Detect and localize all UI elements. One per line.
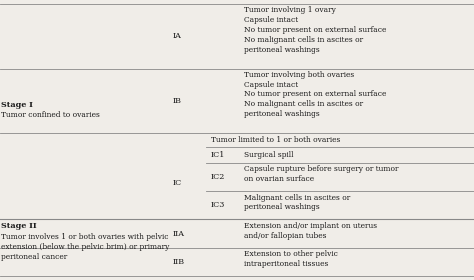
Text: Extension and/or implant on uterus
and/or fallopian tubes: Extension and/or implant on uterus and/o… — [244, 222, 377, 239]
Text: Extension to other pelvic
intraperitoneal tissues: Extension to other pelvic intraperitonea… — [244, 250, 338, 268]
Text: Stage I: Stage I — [1, 101, 33, 109]
Text: IIB: IIB — [173, 258, 185, 266]
Text: IC: IC — [173, 179, 182, 187]
Text: Tumor limited to 1 or both ovaries: Tumor limited to 1 or both ovaries — [211, 136, 340, 144]
Text: IA: IA — [173, 32, 182, 40]
Text: Stage II: Stage II — [1, 222, 36, 230]
Text: IB: IB — [173, 97, 182, 105]
Text: IIA: IIA — [173, 230, 185, 237]
Text: Surgical spill: Surgical spill — [244, 151, 293, 159]
Text: Tumor involving 1 ovary
Capsule intact
No tumor present on external surface
No m: Tumor involving 1 ovary Capsule intact N… — [244, 6, 386, 54]
Text: Tumor involving both ovaries
Capsule intact
No tumor present on external surface: Tumor involving both ovaries Capsule int… — [244, 71, 386, 118]
Text: IC2: IC2 — [211, 173, 225, 181]
Text: IC3: IC3 — [211, 201, 225, 209]
Text: Tumor confined to ovaries: Tumor confined to ovaries — [1, 111, 100, 119]
Text: Malignant cells in ascites or
peritoneal washings: Malignant cells in ascites or peritoneal… — [244, 193, 350, 211]
Text: Tumor involves 1 or both ovaries with pelvic
extension (below the pelvic brim) o: Tumor involves 1 or both ovaries with pe… — [1, 233, 169, 260]
Text: Capsule rupture before surgery or tumor
on ovarian surface: Capsule rupture before surgery or tumor … — [244, 165, 399, 183]
Text: IC1: IC1 — [211, 151, 225, 159]
